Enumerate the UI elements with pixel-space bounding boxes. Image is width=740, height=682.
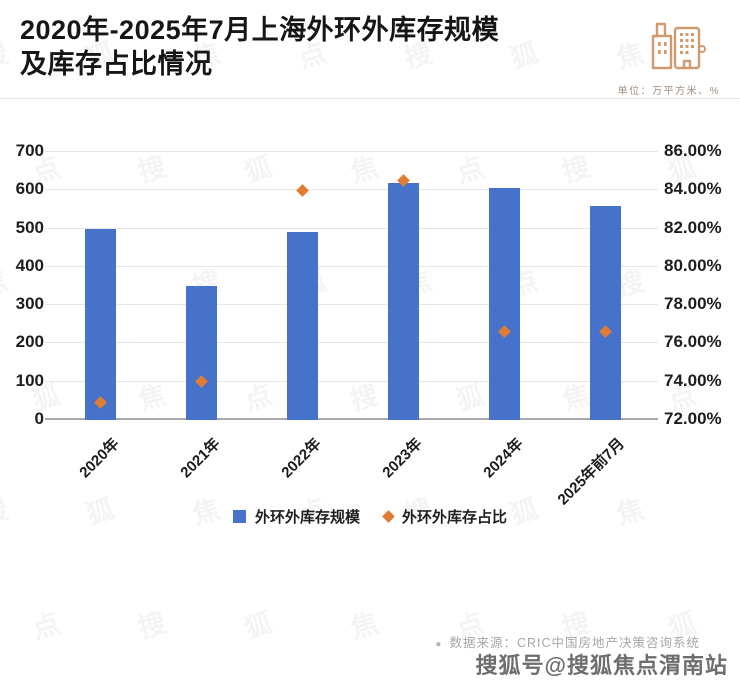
gridline	[45, 151, 658, 152]
watermark-glyph: 焦	[347, 607, 382, 645]
y-axis-right-tick-label: 80.00%	[664, 255, 722, 275]
y-axis-right-tick-label: 72.00%	[664, 409, 722, 428]
y-axis-right-tick-label: 78.00%	[664, 294, 722, 314]
header-divider	[0, 98, 740, 99]
gridline	[45, 380, 658, 382]
x-axis-line	[45, 418, 658, 420]
inventory-bar	[287, 232, 318, 420]
y-axis-left: 0 100 200 300 400 500 600 700	[0, 141, 44, 428]
plot-area: 2020年 2021年 2022年 2023年 2024年 2025年前7月	[45, 151, 658, 508]
bullet-icon: ●	[435, 639, 443, 650]
legend-label: 外环外库存规模	[254, 509, 360, 526]
brand-watermark: 搜狐号@搜狐焦点渭南站	[475, 653, 728, 678]
y-axis-left-tick-label: 600	[15, 179, 44, 199]
x-axis-label: 2022年	[278, 435, 325, 482]
y-axis-left-tick-label: 0	[34, 409, 44, 428]
x-axis-label: 2020年	[76, 435, 123, 482]
x-axis-label: 2024年	[480, 435, 527, 482]
x-axis-label: 2021年	[177, 435, 224, 482]
watermark-glyph: 狐	[241, 607, 276, 645]
inventory-bar	[85, 228, 116, 420]
watermark-glyph: 点	[29, 607, 64, 645]
x-axis-label: 2025年前7月	[554, 435, 628, 509]
gridline	[45, 342, 658, 344]
watermark-glyph: 搜	[135, 607, 170, 645]
y-axis-right-tick-label: 76.00%	[664, 332, 722, 352]
inventory-bar	[388, 182, 419, 420]
gridline	[45, 304, 658, 306]
unit-label: 单位：万平方米、%	[617, 86, 720, 97]
inventory-bar	[489, 188, 520, 420]
source-text: 数据来源：CRIC中国房地产决策咨询系统	[449, 636, 700, 650]
y-axis-left-tick-label: 700	[15, 141, 44, 160]
y-axis-right-tick-label: 82.00%	[664, 217, 722, 237]
y-axis-right-tick-label: 86.00%	[664, 141, 722, 160]
chart-legend: 外环外库存规模 外环外库存占比	[0, 506, 740, 527]
ratio-point	[296, 183, 309, 197]
y-axis-right: 72.00% 74.00% 76.00% 78.00% 80.00% 82.00% 84.0…	[664, 141, 740, 428]
legend-square-marker-icon	[232, 510, 246, 523]
gridline	[45, 227, 658, 229]
gridline	[45, 189, 658, 191]
y-axis-left-tick-label: 100	[15, 370, 44, 390]
legend-item: 外环外库存规模	[232, 506, 360, 527]
inventory-bar	[590, 205, 621, 420]
y-axis-left-tick-label: 300	[15, 294, 44, 314]
legend-diamond-marker-icon	[382, 510, 395, 523]
page-title: 2020年-2025年7月上海外环外库存规模 及库存占比情况	[20, 14, 620, 82]
y-axis-right-tick-label: 74.00%	[664, 370, 722, 390]
y-axis-right-tick-label: 84.00%	[664, 179, 722, 199]
gridline	[45, 265, 658, 267]
legend-item: 外环外库存占比	[382, 506, 508, 527]
y-axis-left-tick-label: 500	[15, 217, 44, 237]
legend-label: 外环外库存占比	[402, 509, 508, 526]
source-note: ● 数据来源：CRIC中国房地产决策咨询系统	[435, 632, 700, 651]
x-axis-label: 2023年	[379, 435, 426, 482]
page-title-line2: 及库存占比情况	[20, 48, 213, 79]
page-title-line1: 2020年-2025年7月上海外环外库存规模	[20, 15, 500, 45]
inventory-bar	[186, 286, 217, 420]
buildings-icon	[644, 16, 712, 74]
watermark-glyph: 搜	[0, 37, 12, 75]
y-axis-left-tick-label: 400	[15, 255, 44, 275]
y-axis-left-tick-label: 200	[15, 332, 44, 352]
